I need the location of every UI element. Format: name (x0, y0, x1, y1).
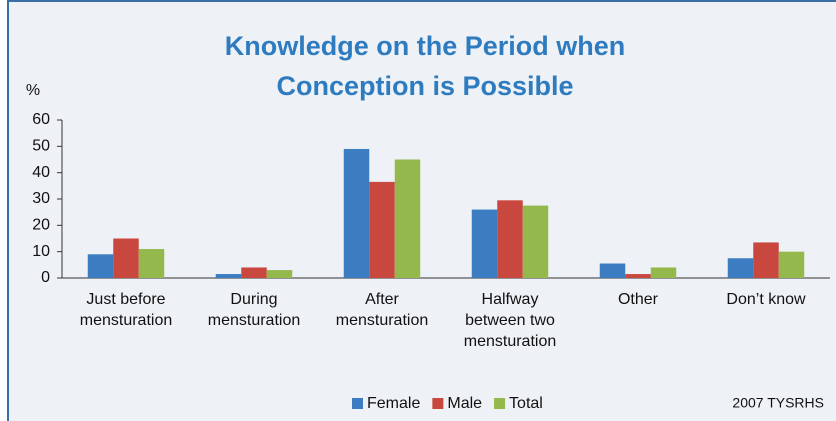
x-tick-label: Other (618, 291, 659, 308)
bar (113, 238, 139, 278)
bar (394, 159, 421, 278)
bar (650, 267, 677, 278)
label-line: mensturation (336, 312, 429, 329)
label-line: After (365, 291, 399, 308)
label-line: During (230, 291, 277, 308)
label-line: Halfway (482, 291, 539, 308)
bar (522, 205, 549, 278)
chart-title: Conception is Possible (276, 71, 573, 101)
bar (497, 200, 523, 278)
y-tick-label: 40 (32, 164, 50, 181)
y-tick-label: 10 (32, 243, 50, 260)
legend-label: Total (509, 395, 543, 412)
label-line: Just before (86, 291, 165, 308)
bar (753, 242, 779, 278)
chart-title: Knowledge on the Period when (225, 31, 626, 61)
bar (471, 209, 498, 278)
x-tick-label: During mensturation (208, 291, 301, 329)
x-tick-label: Don’t know (726, 291, 806, 308)
legend-swatch (432, 398, 444, 409)
label-line: mensturation (464, 333, 557, 350)
y-axis-label: % (26, 82, 40, 99)
bar (241, 267, 267, 278)
label-line: mensturation (80, 312, 173, 329)
y-tick-label: 30 (32, 190, 50, 207)
legend-swatch (352, 398, 363, 409)
bar (87, 254, 114, 278)
label-line: between two (465, 312, 555, 329)
bar (778, 251, 805, 278)
bar (369, 181, 395, 278)
y-tick-label: 50 (32, 138, 50, 155)
x-tick-label: Halfway between two mensturation (464, 291, 557, 350)
legend-swatch (494, 398, 506, 409)
label-line: mensturation (208, 312, 301, 329)
y-tick-label: 60 (32, 111, 50, 128)
label-line: Don’t know (726, 291, 806, 308)
bar (599, 263, 626, 278)
legend-label: Female (367, 395, 420, 412)
y-tick-label: 0 (41, 269, 50, 286)
label-line: Other (618, 291, 659, 308)
legend-label: Male (447, 395, 482, 412)
bar (138, 249, 165, 278)
frame (7, 0, 836, 421)
bar (215, 274, 242, 278)
bar (343, 148, 370, 278)
x-tick-label: Just before mensturation (80, 291, 173, 329)
bar (625, 274, 651, 278)
source: 2007 TYSRHS (732, 395, 824, 411)
bar (727, 258, 754, 278)
x-tick-label: After mensturation (336, 291, 429, 329)
bar (266, 270, 293, 278)
y-tick-label: 20 (32, 217, 50, 234)
